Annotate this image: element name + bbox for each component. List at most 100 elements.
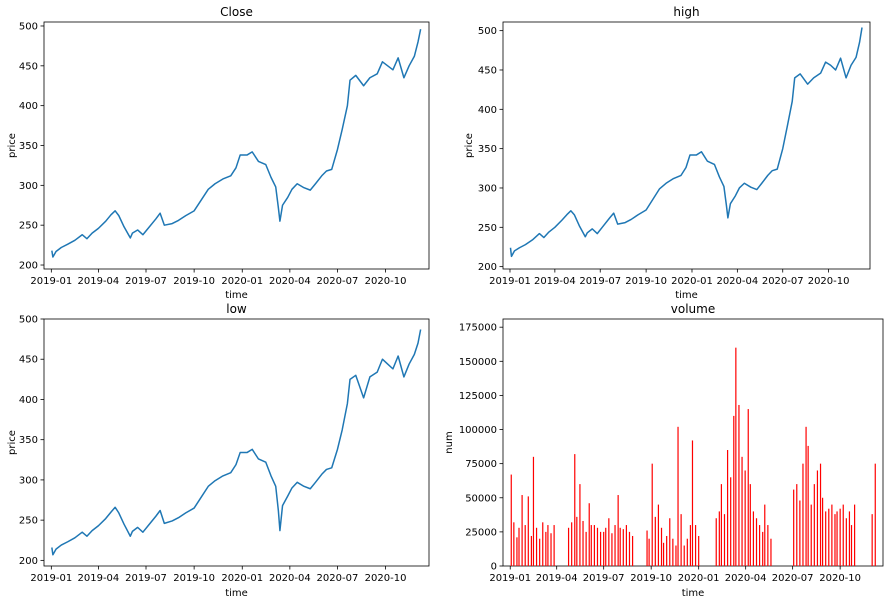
volume-x-axis-label: time bbox=[682, 588, 705, 599]
high-plot-frame bbox=[502, 21, 871, 270]
high-series bbox=[509, 27, 863, 258]
volume-y-axis-label: num bbox=[444, 431, 455, 453]
close-y-tick-label: 450 bbox=[19, 61, 38, 72]
close-x-tick-label: 2019-07 bbox=[125, 276, 167, 287]
volume-bar bbox=[720, 484, 722, 566]
volume-bar bbox=[744, 470, 746, 566]
close-x-tick-label: 2019-01 bbox=[30, 276, 72, 287]
volume-bar bbox=[608, 518, 610, 566]
high-x-tick-label: 2019-04 bbox=[534, 276, 576, 287]
close-plot-frame bbox=[43, 21, 430, 270]
volume-y-tick-label: 25000 bbox=[465, 527, 497, 538]
volume-bar bbox=[662, 542, 665, 566]
volume-bar bbox=[799, 500, 801, 566]
close-chart: Close time price 2019-01 2019-04 2019-07 20… bbox=[7, 5, 430, 301]
volume-bar bbox=[825, 511, 827, 566]
volume-bar bbox=[828, 508, 830, 566]
volume-bar bbox=[834, 514, 836, 566]
volume-bar bbox=[576, 516, 578, 566]
volume-bar bbox=[654, 516, 656, 566]
high-y-tick-label: 350 bbox=[478, 144, 497, 155]
volume-bar bbox=[813, 484, 815, 566]
volume-bar bbox=[816, 470, 819, 566]
close-y-tick-label: 200 bbox=[19, 261, 38, 272]
volume-bar bbox=[571, 522, 573, 566]
volume-x-tick-label: 2019-10 bbox=[630, 573, 672, 584]
low-y-tick-label: 400 bbox=[19, 395, 38, 406]
close-series bbox=[51, 29, 422, 258]
close-x-axis-label: time bbox=[225, 290, 248, 301]
volume-bar bbox=[764, 504, 766, 566]
volume-bar bbox=[588, 503, 590, 566]
volume-bar bbox=[605, 527, 607, 566]
volume-bar bbox=[733, 415, 735, 566]
low-series bbox=[51, 329, 422, 556]
volume-chart: volume time num 2019-01 2019-04 2019-07 201… bbox=[444, 302, 884, 599]
high-y-axis-label: price bbox=[464, 133, 475, 158]
low-y-axis-label: price bbox=[7, 430, 18, 455]
volume-bar bbox=[518, 527, 520, 566]
volume-bar bbox=[585, 531, 587, 566]
volume-y-tick-label: 125000 bbox=[459, 391, 497, 402]
volume-bar bbox=[730, 477, 732, 566]
volume-bar bbox=[726, 450, 729, 566]
low-x-ticks: 2019-01 2019-04 2019-07 2019-10 2020-01 2020-… bbox=[30, 566, 406, 584]
volume-bar bbox=[669, 518, 671, 566]
volume-bar bbox=[545, 531, 547, 566]
low-y-tick-label: 200 bbox=[19, 556, 38, 567]
volume-bar bbox=[567, 527, 570, 566]
volume-bar bbox=[675, 545, 677, 566]
volume-bar bbox=[532, 456, 535, 566]
close-x-tick-label: 2020-01 bbox=[221, 276, 263, 287]
volume-bar bbox=[631, 535, 634, 566]
volume-bar bbox=[770, 538, 772, 566]
volume-bar bbox=[871, 514, 873, 566]
volume-bar bbox=[762, 531, 764, 566]
volume-y-ticks: 0 25000 50000 75000 100000 125000 150000 175000 bbox=[459, 323, 503, 573]
volume-bar bbox=[759, 525, 761, 566]
low-chart-title: low bbox=[226, 302, 247, 316]
close-y-tick-label: 350 bbox=[19, 141, 38, 152]
volume-bar bbox=[646, 530, 648, 566]
high-y-tick-label: 300 bbox=[478, 183, 497, 194]
volume-bar bbox=[874, 463, 876, 566]
volume-bar bbox=[796, 484, 798, 566]
volume-x-tick-label: 2019-04 bbox=[536, 573, 578, 584]
volume-x-tick-label: 2020-01 bbox=[678, 573, 720, 584]
high-x-tick-label: 2019-07 bbox=[579, 276, 621, 287]
low-y-tick-label: 450 bbox=[19, 355, 38, 366]
volume-bar bbox=[821, 497, 824, 566]
volume-bar bbox=[735, 347, 737, 566]
close-x-tick-label: 2020-07 bbox=[317, 276, 359, 287]
close-y-tick-label: 300 bbox=[19, 181, 38, 192]
volume-bar bbox=[539, 538, 541, 566]
volume-y-tick-label: 0 bbox=[491, 562, 497, 573]
volume-bar bbox=[723, 514, 726, 566]
high-x-tick-label: 2020-10 bbox=[808, 276, 850, 287]
volume-bar bbox=[842, 504, 844, 566]
volume-bar bbox=[819, 463, 822, 566]
volume-bar bbox=[694, 525, 697, 566]
volume-bar bbox=[648, 538, 650, 566]
volume-bar bbox=[810, 504, 812, 566]
high-series-line bbox=[509, 27, 863, 258]
low-x-tick-label: 2019-10 bbox=[173, 573, 215, 584]
volume-bar bbox=[611, 533, 613, 566]
high-y-tick-label: 450 bbox=[478, 65, 497, 76]
low-y-ticks: 200 250 300 350 400 450 500 bbox=[19, 315, 44, 567]
volume-bar bbox=[831, 504, 833, 566]
volume-bar bbox=[691, 440, 694, 566]
volume-bar bbox=[593, 525, 595, 566]
volume-bar bbox=[596, 527, 599, 566]
volume-bar bbox=[617, 495, 619, 566]
volume-bar bbox=[839, 508, 841, 566]
volume-bar bbox=[547, 525, 549, 566]
close-y-tick-label: 500 bbox=[19, 21, 38, 32]
high-y-ticks: 200 250 300 350 400 450 500 bbox=[478, 26, 503, 273]
volume-bar bbox=[686, 538, 688, 566]
volume-bar bbox=[527, 496, 529, 566]
volume-bar bbox=[535, 527, 538, 566]
high-x-tick-label: 2020-01 bbox=[671, 276, 713, 287]
volume-bar bbox=[599, 531, 602, 566]
